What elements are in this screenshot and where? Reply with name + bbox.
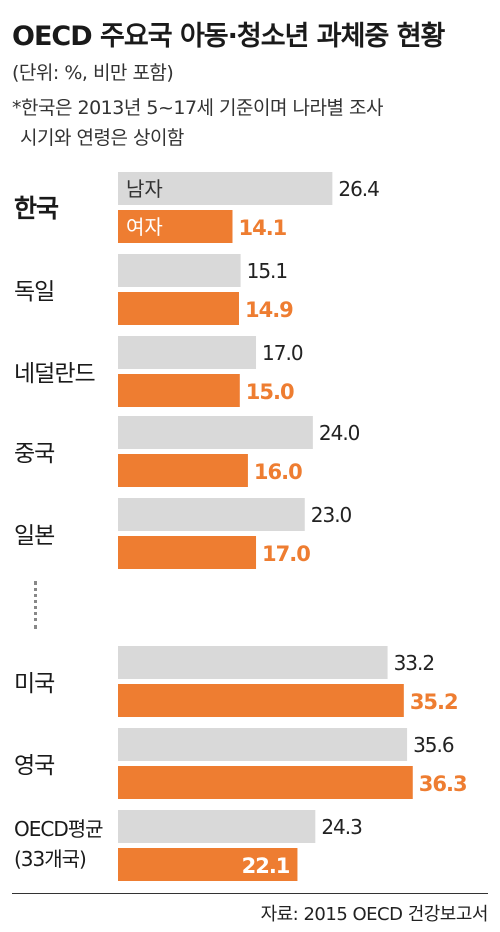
bar-male xyxy=(118,728,408,761)
value-label-female: 36.3 xyxy=(419,772,467,796)
bar-female xyxy=(118,210,233,243)
value-label-female: 14.1 xyxy=(238,216,286,240)
bar-female xyxy=(118,848,298,881)
category-label: 중국 xyxy=(14,441,54,467)
source-label: 자료: 2015 OECD 건강보고서 xyxy=(260,904,489,925)
footnote: *한국은 2013년 5~17세 기준이며 나라별 조사 시기와 연령은 상이함 xyxy=(12,93,492,153)
category-label: 미국 xyxy=(14,671,54,697)
value-label-female: 14.9 xyxy=(245,298,293,322)
chart-title: OECD 주요국 아동·청소년 과체중 현황 xyxy=(12,21,445,52)
omitted-countries-dots xyxy=(34,581,37,629)
value-label-male: 35.6 xyxy=(413,733,454,757)
bar-female xyxy=(118,536,257,569)
category-label: OECD평균 xyxy=(14,817,103,841)
bar-female xyxy=(118,454,248,487)
bar-male xyxy=(118,416,313,449)
category-label: 독일 xyxy=(14,279,54,305)
bar-female xyxy=(118,374,240,407)
bar-female xyxy=(118,684,404,717)
value-label-male: 24.0 xyxy=(319,421,360,445)
source-divider xyxy=(12,893,488,894)
value-label-male: 33.2 xyxy=(394,651,435,675)
bar-male xyxy=(118,336,257,369)
value-label-female: 15.0 xyxy=(246,380,294,404)
bar-male xyxy=(118,172,333,205)
bar-male xyxy=(118,646,388,679)
bar-male xyxy=(118,254,241,287)
value-label-male: 17.0 xyxy=(262,341,303,365)
unit-note: (단위: %, 비만 포함) xyxy=(12,62,174,84)
category-label: 영국 xyxy=(14,753,54,779)
bar-female xyxy=(118,292,239,325)
footnote-line-1: *한국은 2013년 5~17세 기준이며 나라별 조사 xyxy=(12,97,383,119)
value-label-male: 24.3 xyxy=(321,815,362,839)
value-label-male: 26.4 xyxy=(338,177,379,201)
bar-female xyxy=(118,766,413,799)
category-label: 한국 xyxy=(14,194,59,223)
category-label: 네덜란드 xyxy=(14,361,95,387)
value-label-female: 35.2 xyxy=(410,690,458,714)
value-label-male: 15.1 xyxy=(247,259,288,283)
value-label-female: 16.0 xyxy=(254,460,302,484)
series-label-male: 남자 xyxy=(126,177,163,201)
value-label-male: 23.0 xyxy=(311,503,352,527)
value-label-female: 22.1 xyxy=(242,854,290,878)
category-label: 일본 xyxy=(14,523,54,549)
footnote-line-2: 시기와 연령은 상이함 xyxy=(20,127,184,149)
value-label-female: 17.0 xyxy=(262,542,310,566)
bar-male xyxy=(118,810,316,843)
category-label: (33개국) xyxy=(14,847,86,871)
series-label-female: 여자 xyxy=(126,215,163,239)
bar-male xyxy=(118,498,305,531)
